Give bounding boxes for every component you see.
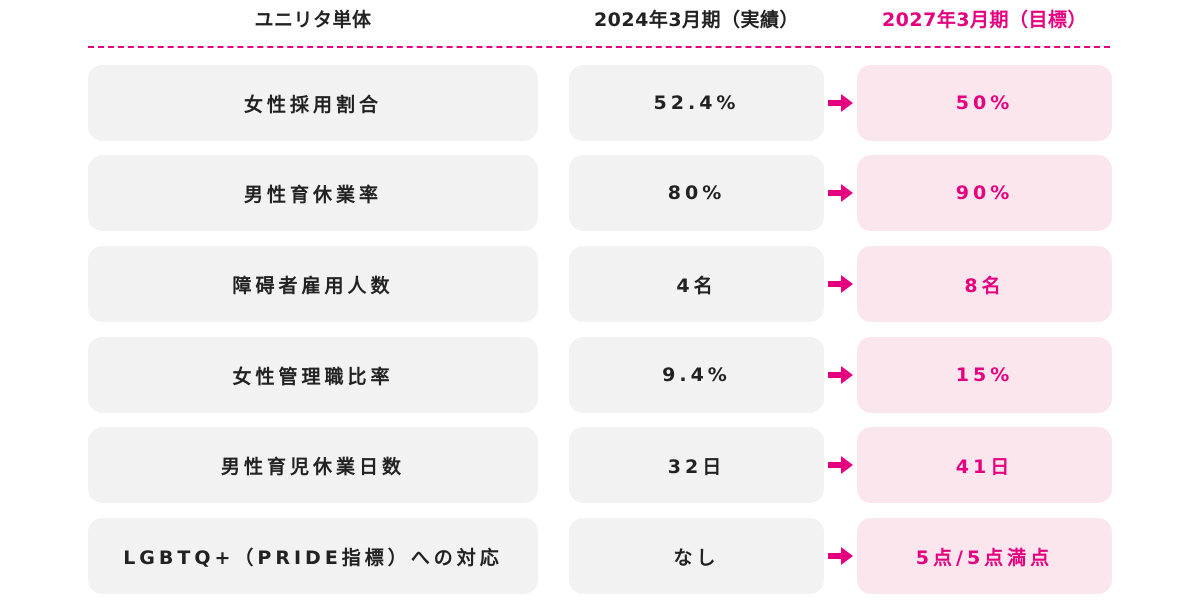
header-actual: 2024年3月期（実績）	[593, 9, 800, 31]
row-label: 男性育児休業日数	[88, 427, 538, 503]
table-row: 男性育児休業日数 32日 41日	[0, 427, 1200, 503]
arrow-right-icon	[828, 456, 853, 474]
row-actual: 32日	[569, 427, 824, 503]
table-row: 障碍者雇用人数 4名 8名	[0, 246, 1200, 322]
arrow-right-icon	[828, 184, 853, 202]
dashed-divider	[88, 46, 1110, 48]
header-entity: ユニリタ単体	[254, 9, 372, 31]
table-header: ユニリタ単体 2024年3月期（実績） 2027年3月期（目標）	[0, 0, 1200, 40]
row-actual: 9.4%	[569, 337, 824, 413]
row-actual: 4名	[569, 246, 824, 322]
row-actual: 52.4%	[569, 65, 824, 141]
arrow-right-icon	[828, 275, 853, 293]
row-target: 8名	[857, 246, 1112, 322]
row-target: 5点/5点満点	[857, 518, 1112, 594]
table-row: 女性採用割合 52.4% 50%	[0, 65, 1200, 141]
arrow-right-icon	[828, 547, 853, 565]
row-actual: 80%	[569, 155, 824, 231]
table-row: 男性育休業率 80% 90%	[0, 155, 1200, 231]
row-target: 50%	[857, 65, 1112, 141]
arrow-right-icon	[828, 94, 853, 112]
row-label: 障碍者雇用人数	[88, 246, 538, 322]
row-actual: なし	[569, 518, 824, 594]
row-label: LGBTQ+（PRIDE指標）への対応	[88, 518, 538, 594]
row-label: 男性育休業率	[88, 155, 538, 231]
table-row: 女性管理職比率 9.4% 15%	[0, 337, 1200, 413]
row-target: 90%	[857, 155, 1112, 231]
row-label: 女性管理職比率	[88, 337, 538, 413]
row-target: 41日	[857, 427, 1112, 503]
row-target: 15%	[857, 337, 1112, 413]
table-row: LGBTQ+（PRIDE指標）への対応 なし 5点/5点満点	[0, 518, 1200, 594]
arrow-right-icon	[828, 366, 853, 384]
header-target: 2027年3月期（目標）	[881, 9, 1088, 31]
row-label: 女性採用割合	[88, 65, 538, 141]
